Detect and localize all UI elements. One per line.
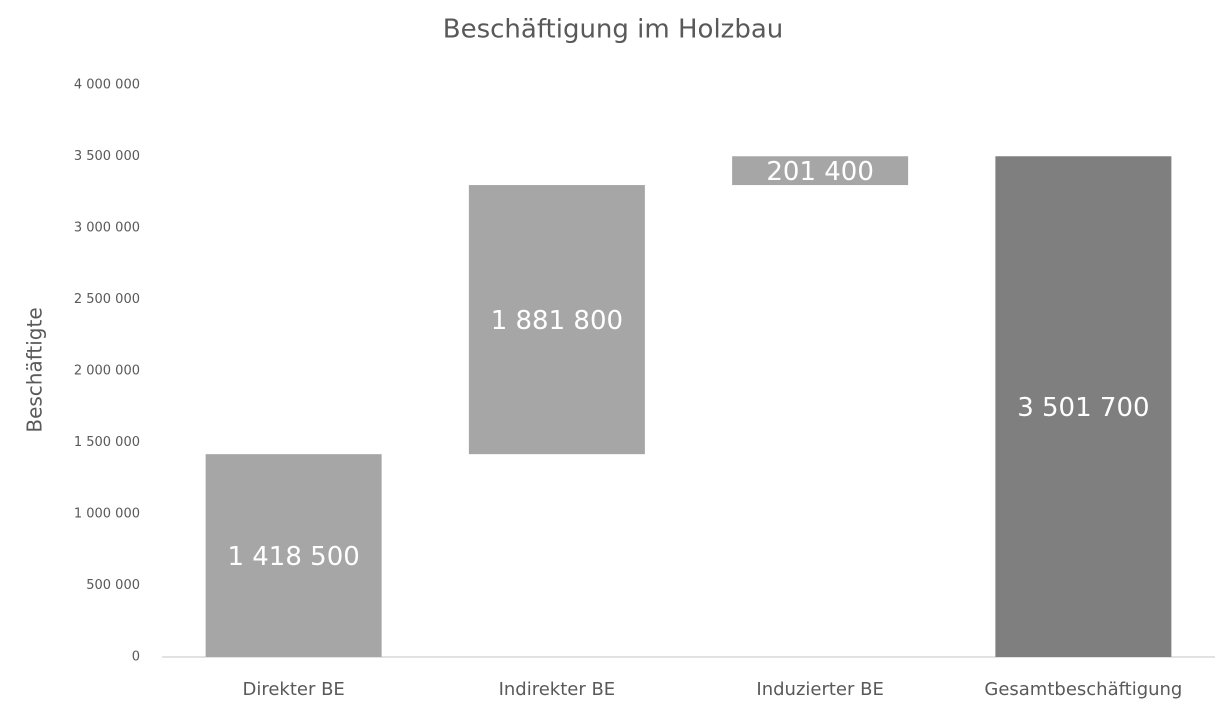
data-label: 201 400 — [766, 157, 874, 187]
x-tick-label: Indirekter BE — [499, 679, 616, 700]
y-tick-label: 0 — [132, 650, 140, 665]
y-tick-label: 3 500 000 — [74, 149, 140, 164]
y-tick-label: 2 500 000 — [74, 292, 140, 307]
y-tick-label: 2 000 000 — [74, 364, 140, 379]
data-label: 3 501 700 — [1017, 393, 1149, 423]
bar — [468, 185, 645, 455]
y-tick-label: 1 500 000 — [74, 435, 140, 450]
y-axis-label: Beschäftigte — [23, 307, 47, 432]
x-tick-label: Gesamtbeschäftigung — [984, 679, 1182, 700]
y-tick-label: 4 000 000 — [74, 78, 140, 93]
data-label: 1 881 800 — [491, 306, 623, 336]
x-tick-label: Induzierter BE — [756, 679, 883, 700]
x-tick-label: Direkter BE — [242, 679, 344, 700]
bar — [732, 156, 909, 186]
y-tick-label: 1 000 000 — [74, 507, 140, 522]
data-label: 1 418 500 — [227, 542, 359, 572]
bar — [995, 156, 1172, 657]
chart-title: Beschäftigung im Holzbau — [443, 15, 784, 45]
y-tick-label: 3 000 000 — [74, 221, 140, 236]
bar — [205, 454, 382, 657]
y-tick-label: 500 000 — [86, 578, 140, 593]
